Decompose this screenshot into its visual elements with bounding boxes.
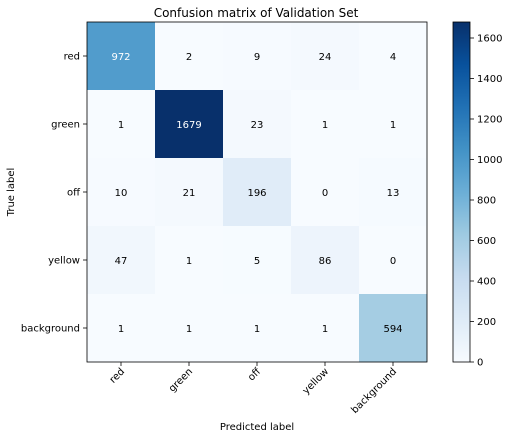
colorbar-ticks: 0 200 400 600 800 1000 1200 1400 1600: [470, 33, 502, 369]
colorbar-tick-label: 1000: [477, 155, 502, 166]
cell-value-label: 1: [118, 324, 124, 335]
heatmap-cell: [87, 226, 156, 295]
chart-title: Confusion matrix of Validation Set: [154, 6, 359, 20]
x-tick-label: red: [108, 366, 127, 385]
y-tick-label: red: [64, 52, 80, 63]
y-tick-label: background: [21, 324, 80, 335]
heatmap-cell: [359, 90, 428, 159]
colorbar-tick-label: 800: [477, 195, 496, 206]
x-tick-label: off: [246, 366, 264, 384]
heatmap-cell: [359, 294, 428, 363]
cell-value-label: 0: [322, 188, 328, 199]
heatmap-cell: [155, 158, 224, 227]
cell-value-label: 594: [383, 324, 402, 335]
cell-value-label: 23: [251, 120, 264, 131]
y-tick-label: off: [67, 188, 81, 199]
heatmap-cell: [223, 22, 292, 91]
heatmap-cell: [291, 294, 360, 363]
heatmap-cell: [155, 90, 224, 159]
heatmap-cell: [155, 22, 224, 91]
cell-value-label: 1679: [176, 120, 201, 131]
y-axis-ticks: red green off yellow background: [21, 52, 87, 335]
heatmap-cell: [155, 294, 224, 363]
heatmap-cell: [87, 158, 156, 227]
colorbar-tick-label: 400: [477, 276, 496, 287]
y-tick-label: green: [51, 120, 80, 131]
y-axis-label: True label: [6, 168, 17, 218]
heatmap-cell: [291, 158, 360, 227]
cell-value-label: 1: [186, 324, 192, 335]
colorbar-tick-label: 1600: [477, 33, 502, 44]
x-axis-label: Predicted label: [220, 422, 294, 433]
cell-value-label: 972: [111, 52, 130, 63]
x-tick-label: background: [350, 366, 400, 416]
cell-value-label: 24: [319, 52, 332, 63]
cell-value-label: 86: [319, 256, 332, 267]
heatmap-cell: [291, 226, 360, 295]
x-tick-label: green: [167, 366, 195, 394]
cell-value-label: 21: [183, 188, 196, 199]
cell-value-label: 10: [115, 188, 128, 199]
colorbar: [452, 21, 471, 363]
colorbar-tick-label: 1400: [477, 74, 502, 85]
heatmap-cell: [359, 226, 428, 295]
colorbar-tick-label: 600: [477, 236, 496, 247]
x-axis-ticks: red green off yellow background: [108, 362, 399, 416]
heatmap-cells: 972 2 9 24 4 1 1679 23 1 1 10 21 196 0 13 47 1 5 86 0 1 1 1 1 59…: [87, 22, 428, 363]
cell-value-label: 1: [186, 256, 192, 267]
cell-value-label: 13: [387, 188, 400, 199]
colorbar-tick-label: 200: [477, 317, 496, 328]
cell-value-label: 4: [390, 52, 396, 63]
colorbar-tick-label: 0: [477, 358, 483, 369]
heatmap-cell: [87, 294, 156, 363]
heatmap-cell: [359, 158, 428, 227]
heatmap-cell: [87, 22, 156, 91]
x-tick-label: yellow: [301, 366, 331, 396]
cell-value-label: 1: [322, 324, 328, 335]
cell-value-label: 2: [186, 52, 192, 63]
heatmap-cell: [87, 90, 156, 159]
cell-value-label: 1: [254, 324, 260, 335]
cell-value-label: 1: [118, 120, 124, 131]
heatmap-cell: [223, 294, 292, 363]
cell-value-label: 0: [390, 256, 396, 267]
colorbar-tick-label: 1200: [477, 114, 502, 125]
heatmap-cell: [291, 90, 360, 159]
cell-value-label: 9: [254, 52, 260, 63]
heatmap-cell: [359, 22, 428, 91]
cell-value-label: 5: [254, 256, 260, 267]
heatmap-cell: [223, 226, 292, 295]
heatmap-cell: [223, 158, 292, 227]
cell-value-label: 47: [115, 256, 128, 267]
heatmap-cell: [223, 90, 292, 159]
cell-value-label: 196: [247, 188, 266, 199]
cell-value-label: 1: [322, 120, 328, 131]
heatmap-cell: [291, 22, 360, 91]
heatmap-cell: [155, 226, 224, 295]
cell-value-label: 1: [390, 120, 396, 131]
y-tick-label: yellow: [48, 256, 80, 267]
